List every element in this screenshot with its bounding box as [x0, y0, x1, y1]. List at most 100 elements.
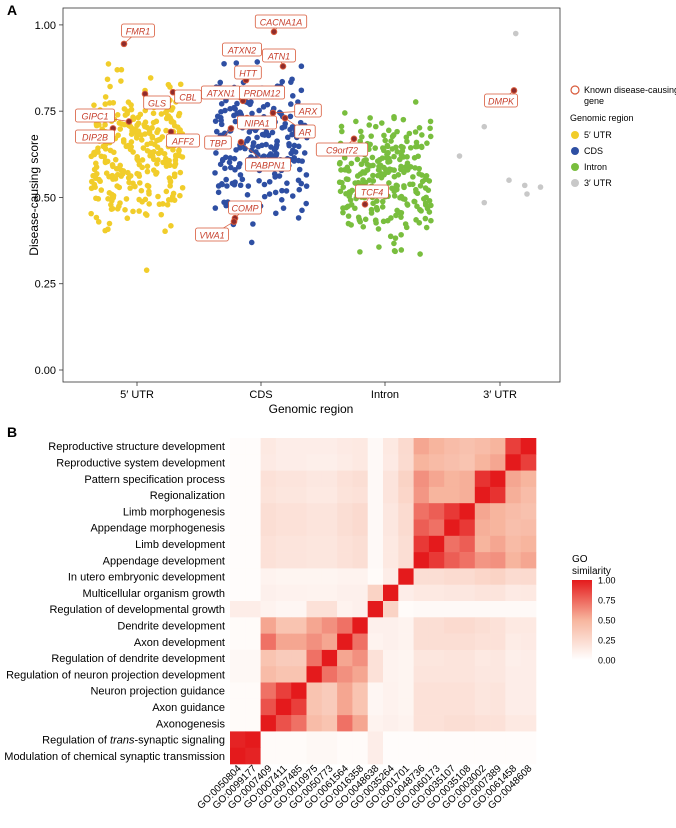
heatmap-cell	[505, 747, 521, 765]
heatmap-cell	[291, 454, 307, 471]
heatmap-cell	[230, 438, 246, 455]
heatmap-cell	[459, 715, 476, 732]
heatmap-cell	[260, 470, 277, 488]
gene-label-box	[166, 133, 200, 148]
data-point	[254, 134, 260, 141]
heatmap-cell	[260, 747, 277, 765]
heatmap-cell	[444, 633, 460, 651]
heatmap-cell	[474, 617, 491, 634]
data-point	[163, 127, 169, 134]
heatmap-cell	[275, 649, 292, 667]
data-point	[150, 156, 157, 163]
legend-go-tick-label: 0.75	[598, 596, 616, 606]
data-point	[272, 174, 278, 180]
heatmap-cell	[383, 698, 399, 716]
gene-label-box	[315, 142, 369, 157]
data-point	[93, 214, 100, 221]
legend-region-label: 3′ UTR	[584, 178, 612, 188]
data-point	[114, 112, 121, 118]
heatmap-cell	[490, 438, 506, 455]
gene-label: PRDM12	[244, 89, 281, 99]
heatmap-cell	[321, 486, 338, 504]
heatmap-cell	[444, 519, 460, 537]
heatmap-cell	[230, 535, 246, 553]
data-point	[385, 127, 392, 134]
legend-region-label: 5′ UTR	[584, 130, 612, 140]
heatmap-cell	[398, 601, 414, 618]
heatmap-cell	[413, 731, 430, 748]
heatmap-cell	[505, 633, 521, 651]
data-point	[366, 122, 373, 128]
heatmap-cell	[459, 470, 476, 488]
data-point	[337, 188, 344, 195]
heatmap-cell	[444, 470, 460, 488]
heatmap-row-label: Regulation of neuron projection developm…	[6, 669, 225, 681]
heatmap-cell	[230, 601, 246, 618]
data-point	[98, 187, 105, 193]
heatmap-cell	[428, 584, 445, 602]
heatmap-cell	[383, 666, 399, 683]
data-point	[232, 166, 238, 173]
heatmap-cell	[291, 682, 307, 700]
data-point	[255, 143, 262, 150]
data-point	[248, 147, 255, 154]
panel-b-heatmap: Reproductive structure development Reprod…	[4, 438, 537, 812]
heatmap-cell	[428, 486, 445, 504]
heatmap-cell	[505, 535, 521, 553]
heatmap-cell	[306, 438, 323, 455]
legend-go-colorbar	[572, 580, 592, 660]
gene-label: HTT	[239, 69, 258, 79]
data-point	[373, 220, 379, 226]
data-point	[404, 167, 411, 173]
data-point	[481, 199, 488, 206]
heatmap-cell	[459, 601, 476, 618]
heatmap-cell	[321, 666, 338, 683]
heatmap-cell	[444, 486, 460, 504]
legend-go-ticks: 1.00 0.75 0.50 0.25 0.00	[592, 576, 616, 666]
known-gene-point	[279, 63, 287, 70]
heatmap-cell	[260, 617, 277, 634]
heatmap-cell	[413, 584, 430, 602]
data-point	[169, 105, 176, 111]
scatter-points	[88, 30, 544, 273]
heatmap-cell	[260, 535, 277, 553]
heatmap-cell	[413, 698, 430, 716]
data-point	[512, 30, 519, 37]
heatmap-row-label: Axon development	[134, 637, 225, 649]
heatmap-cell	[306, 731, 323, 748]
data-point	[213, 128, 220, 135]
data-point	[299, 158, 305, 164]
data-point	[93, 195, 99, 202]
heatmap-cell	[352, 601, 368, 618]
data-point	[108, 191, 115, 198]
heatmap-cell	[245, 470, 261, 488]
heatmap-row-label: Regulation of developmental growth	[49, 604, 225, 616]
data-point	[387, 233, 394, 240]
data-point	[102, 94, 109, 100]
data-point	[107, 83, 113, 90]
heatmap-cell	[459, 584, 476, 602]
heatmap-cell	[367, 682, 384, 700]
heatmap-cell	[490, 552, 506, 569]
data-point	[126, 179, 132, 186]
data-point	[303, 172, 310, 178]
data-point	[266, 191, 273, 197]
heatmap-cell	[505, 682, 521, 700]
heatmap-cell	[474, 731, 491, 748]
gene-label: ATN1	[267, 52, 290, 62]
data-point	[400, 116, 407, 123]
data-point	[162, 228, 168, 235]
data-point	[138, 132, 145, 138]
data-point	[298, 63, 305, 70]
heatmap-cell	[413, 649, 430, 667]
known-gene-labels: FMR1 GLS CBL GIPC1 DIP2B AFF2 CACNA1A ATXN2 ATN1…	[75, 14, 518, 242]
data-point	[422, 215, 429, 222]
heatmap-cell	[352, 731, 368, 748]
data-point	[88, 210, 94, 217]
data-point	[301, 150, 308, 156]
data-point	[140, 145, 147, 151]
data-point	[218, 121, 225, 128]
heatmap-cell	[367, 470, 384, 488]
heatmap-row-label: Appendage development	[103, 555, 225, 567]
data-point	[91, 102, 97, 108]
